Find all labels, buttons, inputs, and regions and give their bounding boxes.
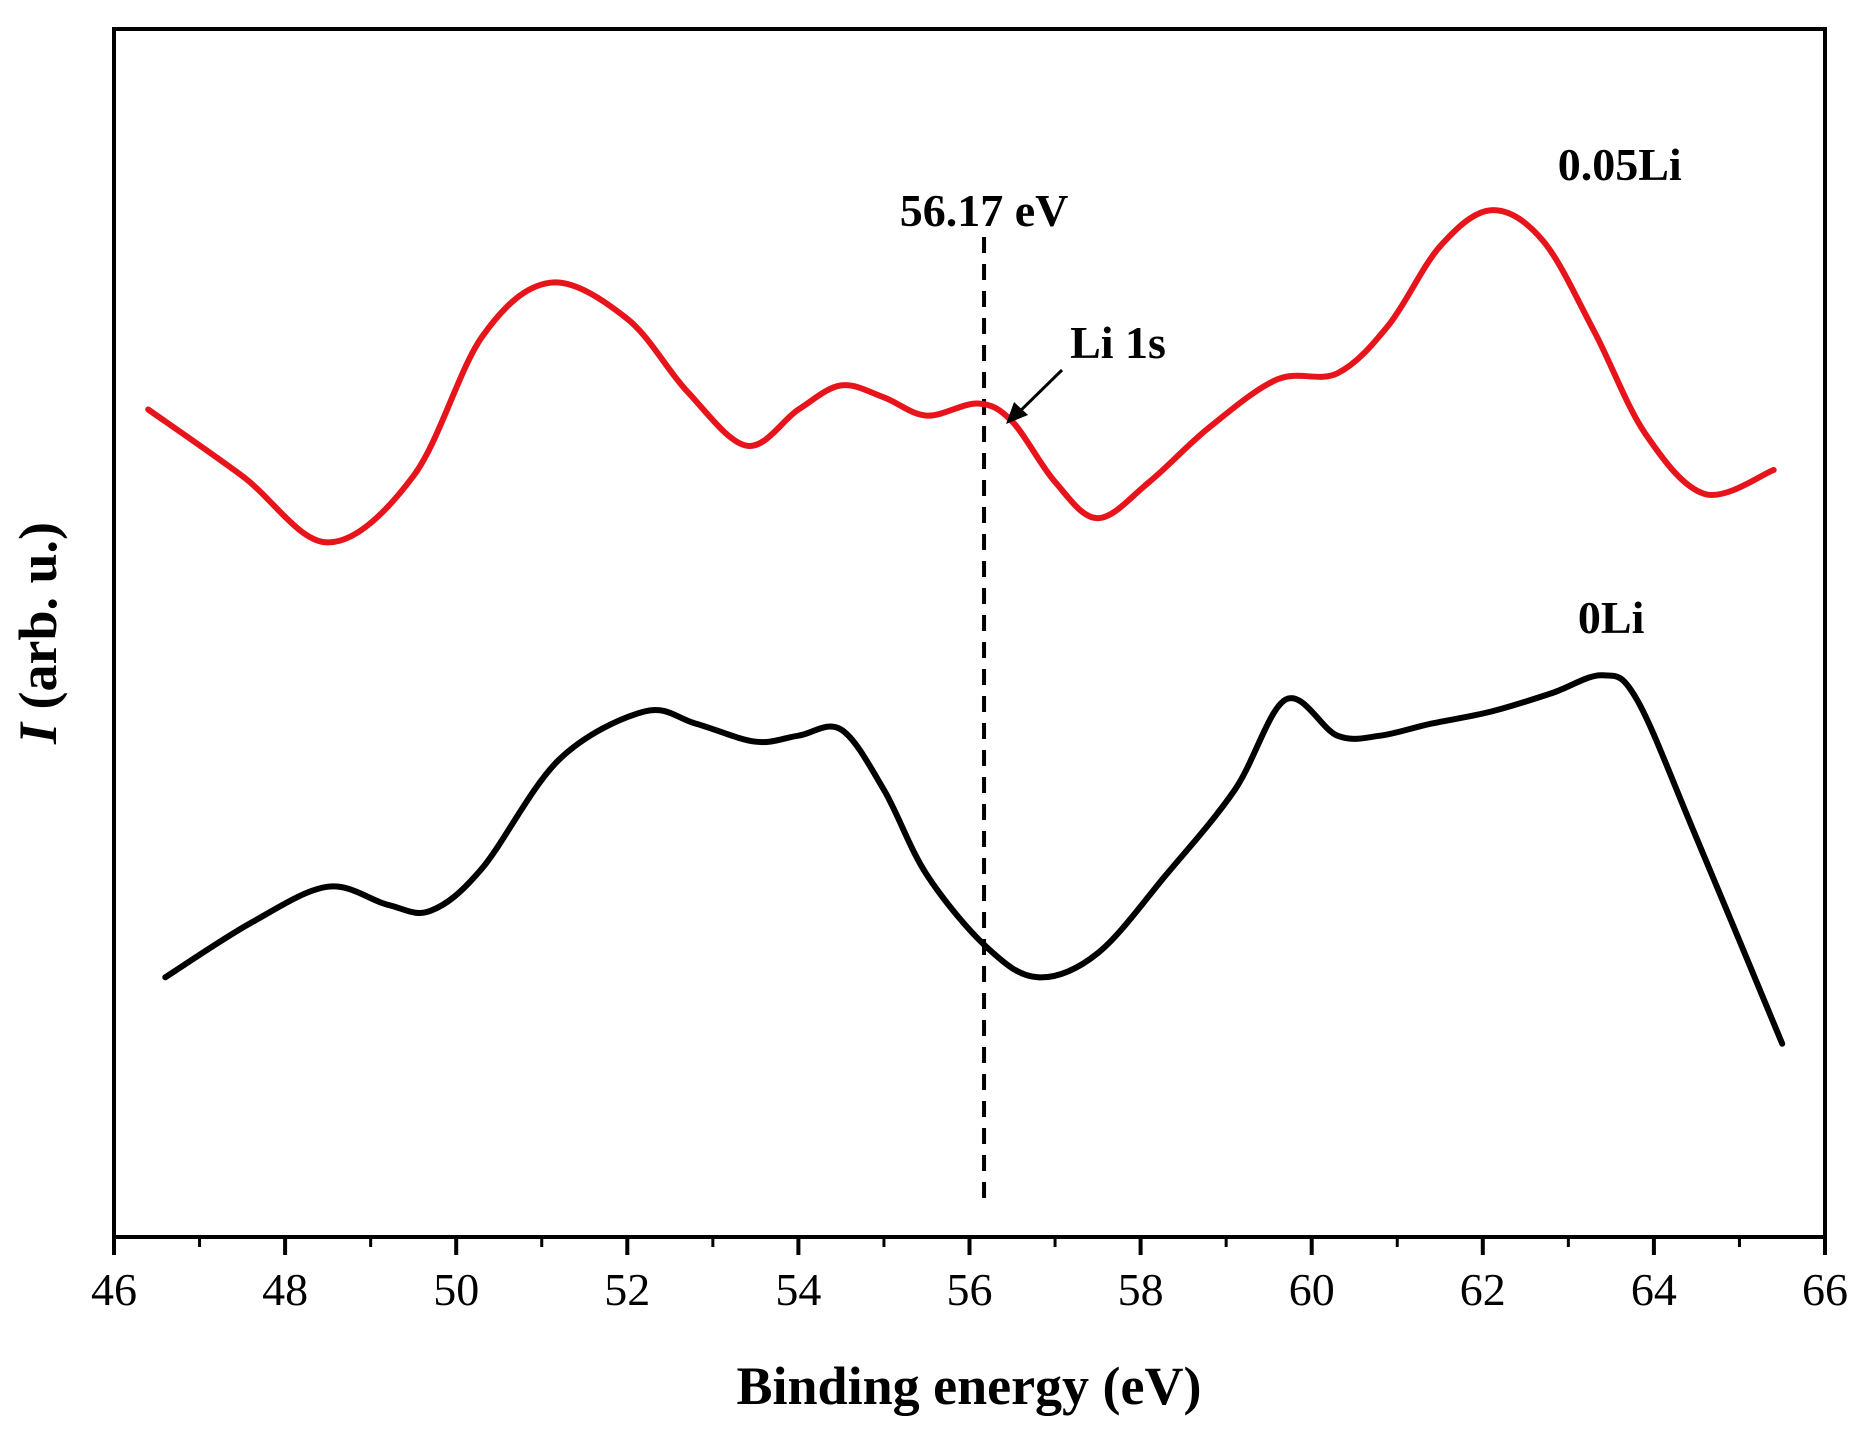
x-tick-label-46: 46 bbox=[91, 1264, 137, 1315]
y-axis-title: I (arb. u.) bbox=[8, 522, 68, 745]
x-tick-label-64: 64 bbox=[1631, 1264, 1677, 1315]
series-label-0Li: 0Li bbox=[1578, 592, 1645, 643]
series-line-0.05Li bbox=[145, 207, 1777, 546]
li-1s-arrow-shaft bbox=[1014, 368, 1064, 417]
reference-line-group: 56.17 eV bbox=[900, 185, 1069, 1205]
series-line-0Li bbox=[162, 672, 1786, 1047]
x-axis-tick-labels: 46 48 50 52 54 56 58 60 62 64 66 bbox=[91, 1264, 1848, 1315]
y-axis-title-italic: I bbox=[8, 721, 68, 745]
series-label-0.05Li: 0.05Li bbox=[1558, 139, 1682, 190]
x-tick-label-66: 66 bbox=[1802, 1264, 1848, 1315]
x-tick-label-50: 50 bbox=[433, 1264, 479, 1315]
li-1s-annotation-label: Li 1s bbox=[1070, 317, 1166, 368]
x-tick-label-52: 52 bbox=[604, 1264, 650, 1315]
x-tick-label-60: 60 bbox=[1289, 1264, 1335, 1315]
x-axis-title: Binding energy (eV) bbox=[737, 1356, 1202, 1416]
y-axis-title-rest: (arb. u.) bbox=[8, 522, 68, 723]
x-tick-label-62: 62 bbox=[1460, 1264, 1506, 1315]
x-axis-ticks bbox=[112, 1237, 1827, 1255]
reference-line-label: 56.17 eV bbox=[900, 185, 1069, 236]
series-group bbox=[145, 207, 1786, 1047]
x-tick-label-58: 58 bbox=[1118, 1264, 1164, 1315]
x-tick-label-56: 56 bbox=[947, 1264, 993, 1315]
x-tick-label-48: 48 bbox=[262, 1264, 308, 1315]
x-tick-label-54: 54 bbox=[775, 1264, 821, 1315]
annotation-group: 0.05Li 0Li Li 1s bbox=[1006, 139, 1682, 643]
li-1s-arrow-head bbox=[1006, 402, 1029, 424]
